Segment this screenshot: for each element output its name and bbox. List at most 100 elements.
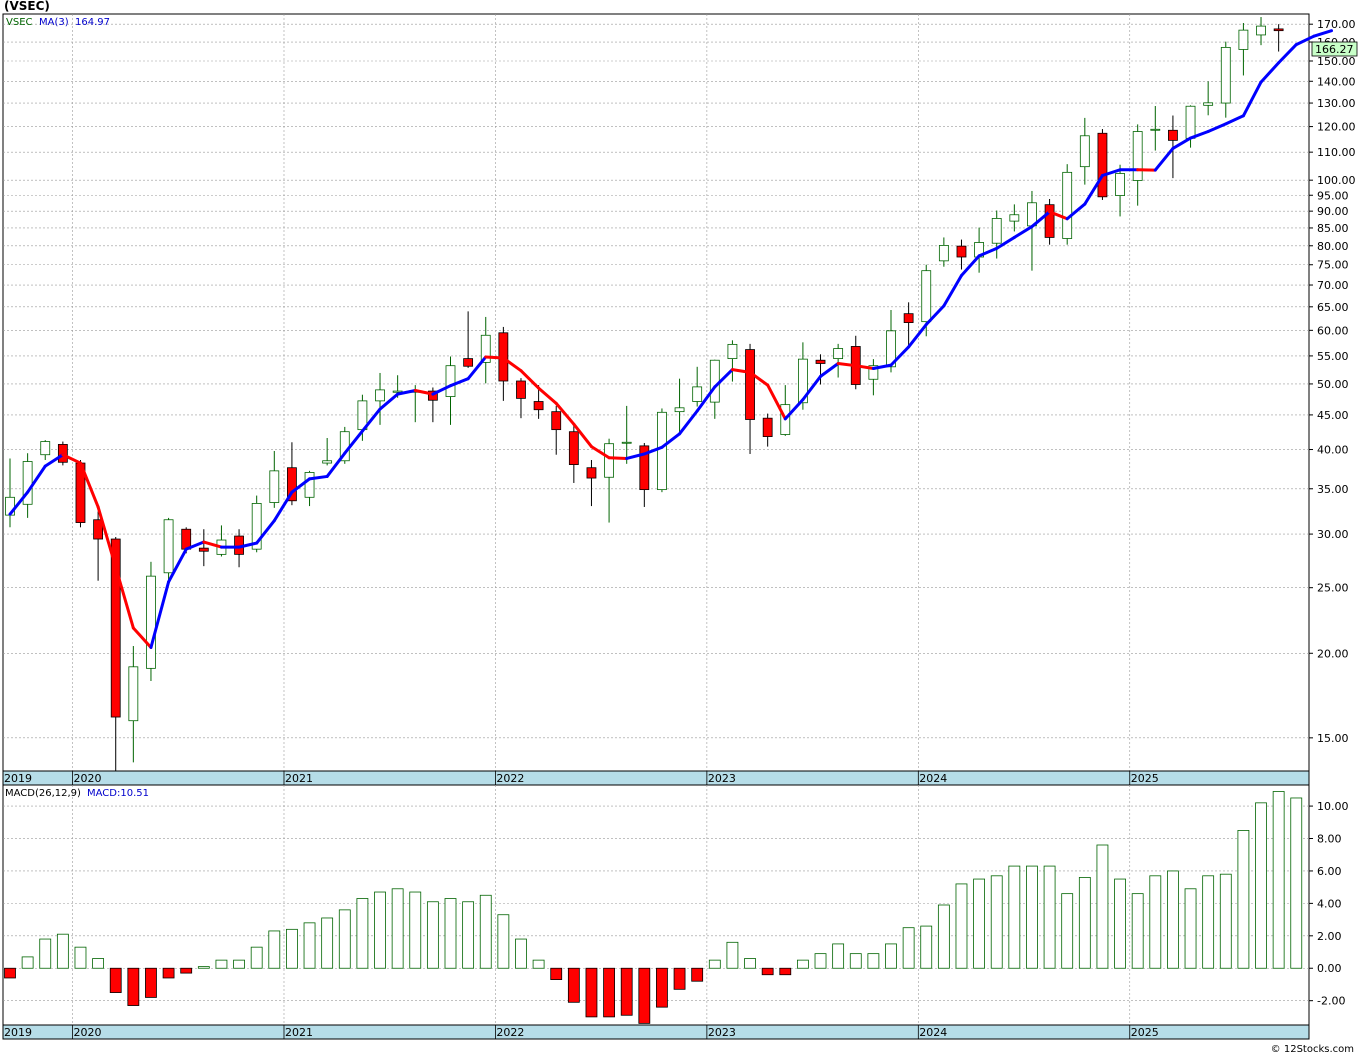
candle-body-down	[586, 467, 597, 479]
ma-segment	[554, 401, 576, 426]
candle	[93, 511, 103, 581]
candle-body-up	[798, 358, 808, 404]
candle-body-up	[1203, 102, 1214, 106]
year-label: 2025	[1131, 772, 1159, 785]
macd-bar-positive	[233, 959, 245, 969]
candle-body-down	[287, 467, 297, 502]
ma-segment	[1083, 174, 1104, 206]
ma-segment	[1100, 168, 1122, 178]
ma-segment	[871, 363, 893, 370]
macd-bar-positive	[1026, 865, 1038, 969]
macd-year-label: 2023	[708, 1026, 736, 1039]
candle-body-down	[93, 519, 103, 540]
ma-segment	[854, 364, 875, 370]
ma-segment	[1153, 146, 1175, 172]
candle-body-up	[40, 441, 51, 456]
macd-tick-label: 4.00	[1317, 897, 1342, 910]
macd-bar-positive	[797, 959, 809, 969]
ma-segment	[1294, 34, 1316, 47]
macd-tick-label: 10.00	[1317, 800, 1349, 813]
candle-body-up	[1132, 131, 1143, 181]
candle	[463, 311, 474, 368]
ma-segment	[8, 490, 30, 516]
ma-segment	[801, 374, 823, 402]
candle	[1062, 164, 1073, 245]
ma-segment	[1241, 80, 1263, 118]
candle-body-down	[533, 401, 544, 411]
candle	[586, 459, 597, 507]
candle	[198, 529, 209, 567]
macd-bars	[4, 791, 1303, 1024]
price-axis: 170.00160.00150.00140.00130.00120.00110.…	[1309, 18, 1356, 745]
price-tick-label: 100.00	[1317, 174, 1356, 187]
ma-segment	[501, 356, 523, 373]
candle-body-down	[815, 359, 826, 364]
ma-segment	[1012, 225, 1034, 239]
candle	[1238, 22, 1249, 76]
moving-average-line	[8, 29, 1333, 649]
candle-body-up	[833, 348, 844, 359]
ma-segment	[1206, 122, 1228, 134]
ma-segment	[1189, 130, 1210, 140]
macd-year-label: 2022	[496, 1026, 524, 1039]
ma-segment	[272, 490, 294, 523]
macd-bar-positive	[426, 901, 439, 969]
price-tick-label: 110.00	[1317, 146, 1356, 159]
legend-ma: MA(3)	[39, 17, 69, 28]
macd-year-labels: 2019 2020 2021 2022 2023 2024 2025	[2, 1025, 1159, 1039]
candle	[727, 340, 738, 382]
price-panel	[2, 13, 1310, 772]
macd-bar-positive	[1131, 893, 1144, 969]
macd-bar-positive	[1219, 873, 1232, 969]
macd-bar-positive	[497, 914, 510, 969]
macd-bar-positive	[356, 898, 369, 969]
candle-body-up	[445, 365, 456, 397]
macd-bar-positive	[250, 946, 263, 969]
chart-title: (VSEC)	[4, 0, 50, 13]
candle	[1273, 24, 1284, 52]
candle	[1009, 204, 1020, 232]
macd-bar-negative	[567, 967, 580, 1003]
ma-segment	[131, 626, 153, 649]
price-tick-label: 40.00	[1317, 444, 1349, 457]
candle	[375, 372, 385, 425]
year-label: 2021	[285, 772, 313, 785]
legend-ma-value: 164.97	[75, 17, 110, 28]
price-tick-label: 90.00	[1317, 205, 1349, 218]
candle-body-up	[657, 411, 667, 491]
ma-segment	[660, 432, 682, 449]
macd-bar-positive	[444, 898, 457, 969]
ma-segment	[237, 541, 259, 549]
candle	[938, 237, 949, 267]
candle-body-up	[269, 470, 280, 503]
macd-bar-positive	[1096, 844, 1109, 969]
candle-body-up	[480, 334, 491, 363]
ma-segment	[589, 445, 611, 460]
ma-segment	[642, 445, 664, 456]
ma-segment	[484, 355, 505, 360]
price-date-band	[2, 770, 1310, 786]
ma-segment	[1030, 210, 1052, 229]
macd-bar-negative	[761, 967, 774, 976]
macd-bar-negative	[550, 967, 563, 980]
candle-body-up	[304, 472, 315, 498]
watermark: © 12Stocks.com	[1271, 1044, 1354, 1055]
ma-segment	[61, 453, 82, 465]
price-tick-label: 55.00	[1317, 350, 1349, 363]
macd-bar-positive	[990, 875, 1003, 969]
candle	[322, 437, 333, 466]
candles	[5, 17, 1284, 771]
macd-bar-negative	[109, 967, 122, 993]
candle	[551, 405, 562, 455]
macd-bar-negative	[4, 967, 16, 979]
candle-body-down	[1273, 28, 1284, 32]
price-tick-label: 15.00	[1317, 732, 1349, 745]
macd-bar-positive	[92, 958, 104, 969]
price-tick-label: 85.00	[1317, 222, 1349, 235]
ma-segment	[1259, 61, 1281, 84]
candle-body-up	[991, 218, 1002, 244]
macd-bar-positive	[1114, 878, 1126, 969]
ma-segment	[290, 477, 312, 494]
candle-body-up	[692, 386, 703, 402]
ma-segment	[308, 474, 329, 481]
